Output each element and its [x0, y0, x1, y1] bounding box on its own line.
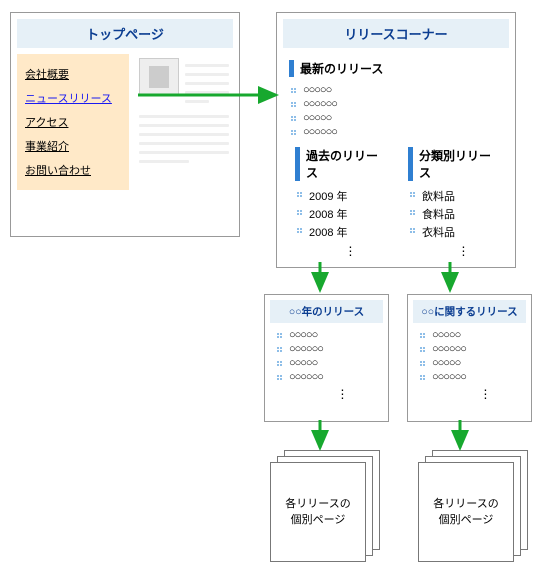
latest-item[interactable]: ○○○○○: [289, 83, 505, 97]
nav-news-release[interactable]: ニュースリリース: [25, 86, 121, 110]
past-item[interactable]: 2008 年: [295, 205, 386, 223]
release-corner-title: リリースコーナー: [283, 19, 509, 48]
category-item[interactable]: 衣料品: [408, 223, 499, 241]
cat-item[interactable]: ○○○○○○: [418, 342, 523, 356]
cat-item[interactable]: ○○○○○○: [418, 370, 523, 384]
top-page-title: トップページ: [17, 19, 233, 48]
past-item[interactable]: 2008 年: [295, 223, 386, 241]
latest-item[interactable]: ○○○○○○: [289, 125, 505, 139]
more-dots: ...: [295, 241, 386, 253]
stack-label: 各リリースの個別ページ: [433, 496, 498, 529]
nav-access[interactable]: アクセス: [25, 110, 121, 134]
past-item[interactable]: 2009 年: [295, 187, 386, 205]
detail-year-panel: ○○年のリリース ○○○○○ ○○○○○○ ○○○○○ ○○○○○○ ...: [264, 294, 389, 422]
category-item[interactable]: 飲料品: [408, 187, 499, 205]
latest-item[interactable]: ○○○○○○: [289, 97, 505, 111]
stack-label: 各リリースの個別ページ: [285, 496, 350, 529]
latest-item[interactable]: ○○○○○: [289, 111, 505, 125]
year-item[interactable]: ○○○○○○: [275, 370, 380, 384]
more-dots: ...: [275, 384, 380, 396]
release-corner-panel: リリースコーナー 最新のリリース ○○○○○ ○○○○○○ ○○○○○ ○○○○…: [276, 12, 516, 268]
top-page-panel: トップページ 会社概要 ニュースリリース アクセス 事業紹介 お問い合わせ: [10, 12, 240, 237]
category-item[interactable]: 食料品: [408, 205, 499, 223]
page-stack-category: 各リリースの個別ページ: [418, 450, 528, 562]
year-item[interactable]: ○○○○○: [275, 356, 380, 370]
past-heading: 過去のリリース: [295, 147, 386, 181]
more-dots: ...: [408, 241, 499, 253]
content-preview: [129, 54, 233, 190]
detail-year-title: ○○年のリリース: [270, 300, 383, 323]
page-stack-year: 各リリースの個別ページ: [270, 450, 380, 562]
detail-category-panel: ○○に関するリリース ○○○○○ ○○○○○○ ○○○○○ ○○○○○○ ...: [407, 294, 532, 422]
category-heading: 分類別リリース: [408, 147, 499, 181]
cat-item[interactable]: ○○○○○: [418, 328, 523, 342]
more-dots: ...: [418, 384, 523, 396]
nav-contact[interactable]: お問い合わせ: [25, 158, 121, 182]
nav-business[interactable]: 事業紹介: [25, 134, 121, 158]
year-item[interactable]: ○○○○○: [275, 328, 380, 342]
year-item[interactable]: ○○○○○○: [275, 342, 380, 356]
cat-item[interactable]: ○○○○○: [418, 356, 523, 370]
latest-heading: 最新のリリース: [289, 60, 505, 77]
nav-company[interactable]: 会社概要: [25, 62, 121, 86]
top-nav: 会社概要 ニュースリリース アクセス 事業紹介 お問い合わせ: [17, 54, 129, 190]
thumbnail-icon: [139, 58, 179, 96]
detail-category-title: ○○に関するリリース: [413, 300, 526, 323]
